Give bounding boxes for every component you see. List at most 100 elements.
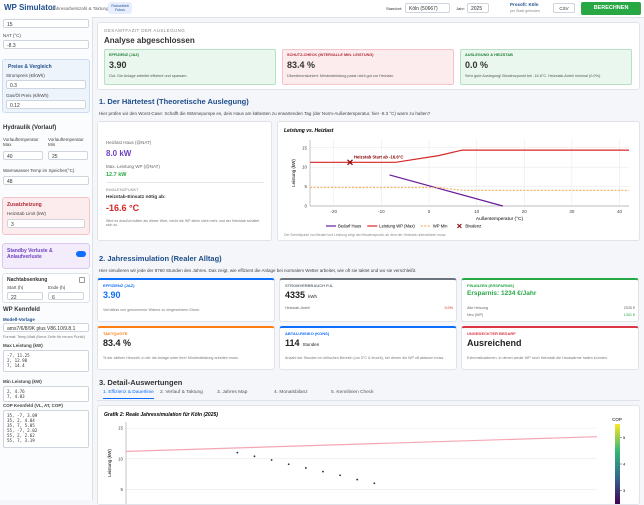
eyebrow: GESAMTFAZIT DER AUSLEGUNG bbox=[104, 28, 186, 33]
toggle[interactable] bbox=[76, 251, 86, 257]
point bbox=[322, 470, 324, 473]
kpi-card: ABTAU-RISIKO (KONS) 114 Stunden Anzahl der … bbox=[279, 326, 457, 370]
input[interactable]: 22 bbox=[7, 292, 43, 301]
legend-label: Leistung WP (Max) bbox=[379, 224, 415, 229]
colorbar-tick-label: 3 bbox=[623, 488, 626, 493]
tab[interactable]: 4. Monatsbilanz bbox=[274, 390, 308, 395]
panel-title: Standby Verluste & Anlaufverluste bbox=[7, 248, 53, 260]
chart: Grafik 2: Reale Jahressimulation für Köl… bbox=[104, 412, 626, 504]
panel-title: Preise & Vergleich bbox=[8, 64, 52, 70]
app-subtitle: Jahresarbeitszahl & Taktung bbox=[52, 6, 109, 11]
input[interactable]: 15 bbox=[3, 19, 89, 28]
card-label: UNGEDECKTER BEDARF bbox=[467, 331, 516, 336]
line bbox=[389, 174, 503, 207]
card-text: Verhältnis von gewonnener Wärme zu einge… bbox=[103, 308, 201, 312]
y-axis-label: Leistung (kW) bbox=[291, 159, 296, 187]
point bbox=[270, 459, 273, 461]
card-value: Ausreichend bbox=[467, 338, 522, 348]
input[interactable]: 48 bbox=[3, 176, 89, 185]
line bbox=[310, 149, 629, 163]
csv-button[interactable]: CSV bbox=[553, 3, 575, 13]
line bbox=[310, 186, 629, 191]
tab[interactable]: 3. Jahres Map bbox=[217, 390, 248, 395]
unit: kWh bbox=[308, 294, 318, 299]
textarea[interactable]: -7, 11.25 2, 12.98 7, 14.4 bbox=[3, 350, 89, 372]
y-tick-label: 0 bbox=[304, 204, 307, 209]
unit: Stunden bbox=[302, 342, 320, 347]
input[interactable]: 0.12 bbox=[6, 100, 86, 109]
textarea[interactable]: 35, -7, 3.09 35, 2, 4.04 35, 7, 5.05 55, -7… bbox=[3, 410, 89, 448]
section-title: WP Kennfeld bbox=[3, 307, 40, 313]
input[interactable]: ams7/6/8/9K plus V86.10/9.8.1 bbox=[3, 323, 89, 332]
textarea-line: 55, -7, 2.02 bbox=[7, 428, 38, 433]
panel-title: Zusatzheizung bbox=[7, 202, 42, 208]
x-tick-label: 40 bbox=[617, 209, 623, 214]
tab[interactable]: 2. Verlauf & Taktung bbox=[160, 390, 203, 395]
top-bar: WP Simulator Jahresarbeitszahl & Taktung R… bbox=[0, 0, 644, 18]
marker bbox=[347, 159, 353, 166]
card-text: % der aktiven Heizzeit, in der die Anlag… bbox=[103, 356, 239, 360]
y-tick-label: 15 bbox=[302, 145, 308, 150]
section-title: Hydraulik (Vorlauf) bbox=[3, 125, 57, 131]
chart-note: Der Schnittpunkt von Bedarf und Leistung… bbox=[284, 233, 446, 237]
label: Max Leistung (kW) bbox=[3, 343, 43, 348]
card-text: Gut. Die Anlage arbeitet effizient und s… bbox=[109, 74, 188, 78]
textarea-line: 35, 2, 4.04 bbox=[7, 418, 35, 423]
y-tick-label: 5 bbox=[120, 487, 123, 492]
label: Heizstab-Einsatz nötig ab: bbox=[106, 195, 166, 200]
value-text: 83.4 % bbox=[103, 338, 132, 348]
value: 8.0 kW bbox=[106, 149, 132, 158]
card-value: 83.4 % bbox=[103, 338, 131, 348]
row-label: Neu (WP) bbox=[467, 313, 484, 317]
point bbox=[339, 474, 341, 477]
panel-title: Nachtabsenkung bbox=[7, 277, 48, 283]
section-intro: Hier prüfen wir den Worst-Case: Schafft … bbox=[99, 111, 431, 116]
label: Min Leistung (kW) bbox=[3, 379, 42, 384]
tab[interactable]: 1. Effizienz & Dauerlinie bbox=[103, 390, 154, 399]
colorbar-tick-label: 5 bbox=[623, 435, 626, 440]
checkbox[interactable] bbox=[79, 277, 85, 283]
textarea[interactable]: 2, 4.76 7, 4.03 bbox=[3, 386, 89, 402]
label: Heizstab Limit (kW) bbox=[7, 211, 47, 216]
card-value: 3.90 bbox=[103, 290, 121, 300]
chart-title: Grafik 2: Reale Jahressimulation für Köl… bbox=[104, 412, 218, 418]
textarea-line: 7, 4.03 bbox=[7, 394, 25, 399]
label: Heizlast Haus (@NAT) bbox=[106, 140, 152, 145]
input[interactable]: 25 bbox=[48, 151, 88, 160]
badge[interactable]: Robustheit Fokus bbox=[108, 2, 132, 14]
y-tick-label: 10 bbox=[302, 165, 308, 170]
x-tick-label: -20 bbox=[331, 209, 338, 214]
colorbar bbox=[615, 424, 620, 504]
textarea-line: 35, -7, 3.09 bbox=[7, 413, 38, 418]
point bbox=[356, 478, 359, 481]
run-button[interactable]: BERECHNEN bbox=[581, 2, 641, 15]
label: Start (h) bbox=[7, 285, 24, 290]
point bbox=[287, 463, 290, 466]
kpi-card: FINANZEN (ERSPARNIS) Ersparnis: 1234 €/Ja… bbox=[461, 278, 639, 322]
card-text: Anzahl der Stunden im kritischen Bereich… bbox=[285, 356, 445, 360]
location-label: Standort: bbox=[386, 6, 403, 11]
value: -16.6 °C bbox=[106, 203, 140, 213]
tab[interactable]: 5. Kennlinien Check bbox=[331, 390, 374, 395]
textarea-line: -7, 11.25 bbox=[7, 353, 30, 358]
card-label: TAKTQUOTE bbox=[103, 331, 128, 336]
row-label: Alte Heizung bbox=[467, 306, 488, 310]
input[interactable]: 6 bbox=[48, 292, 84, 301]
summary-card: SCHUTZ-CHECK (INTERVALLE MIN. LEISTUNG) 8… bbox=[282, 49, 454, 85]
input[interactable]: 2025 bbox=[467, 3, 489, 13]
note: Wird es draußen kälter als dieser Wert, … bbox=[106, 219, 260, 227]
input[interactable]: -8.3 bbox=[3, 40, 89, 49]
standby-panel bbox=[2, 243, 90, 269]
input[interactable]: 3 bbox=[7, 219, 85, 228]
label: Max. Leistung WP (@NAT) bbox=[106, 164, 160, 169]
input[interactable]: 0.3 bbox=[6, 80, 86, 89]
card-label: AUSLEGUNG & HEIZSTAB bbox=[465, 53, 513, 57]
card-value: 83.4 % bbox=[287, 60, 316, 70]
input[interactable]: 40 bbox=[3, 151, 43, 160]
input[interactable]: Köln (50667) bbox=[405, 3, 450, 13]
card-value: 3.90 bbox=[109, 60, 127, 70]
label: Modell-Vorlage bbox=[3, 317, 35, 322]
value-text: Ersparnis: 1234 €/Jahr bbox=[467, 290, 537, 297]
year-label: Jahr: bbox=[456, 6, 465, 11]
